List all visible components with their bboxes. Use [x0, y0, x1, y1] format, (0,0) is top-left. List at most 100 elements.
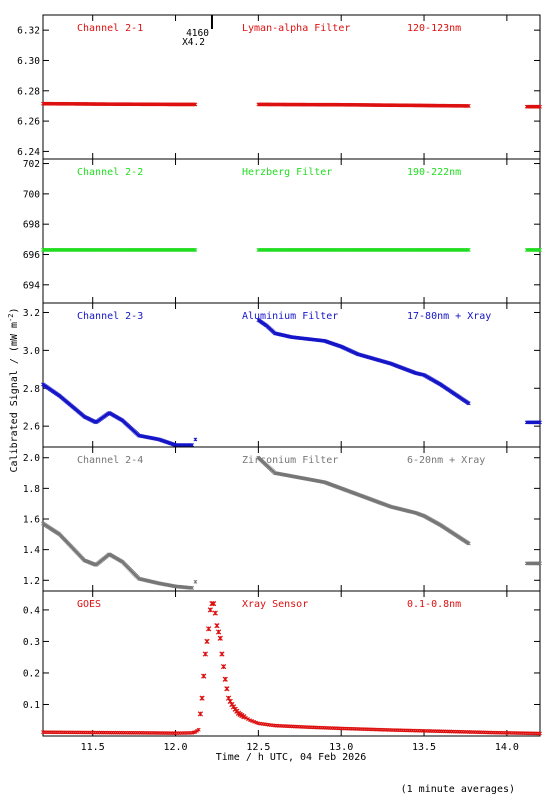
data-series — [41, 248, 198, 252]
data-series — [256, 102, 471, 108]
data-point — [222, 676, 228, 682]
data-point — [466, 401, 471, 406]
flare-class-label: X4.2 — [182, 37, 205, 48]
panel-2: 694 696 698 700 702 Channel 2-2 Herzberg Filte… — [23, 158, 542, 304]
data-point — [252, 719, 257, 724]
data-point — [466, 541, 471, 546]
panel-1: 6.24 6.26 6.28 6.30 6.32 Channel 2-1 Lyman-alp… — [17, 14, 542, 160]
y-tick-label: 6.28 — [17, 86, 40, 97]
data-point — [466, 104, 471, 108]
y-tick-label: 1.8 — [23, 484, 40, 495]
x-tick-label: 13.0 — [329, 742, 353, 753]
data-series — [41, 521, 195, 590]
y-axis-label-sup: -2 — [7, 314, 15, 322]
data-point — [538, 731, 542, 736]
panel-frame — [42, 14, 541, 160]
data-point — [190, 586, 195, 590]
y-tick-label: 1.6 — [23, 515, 40, 526]
data-series — [256, 318, 471, 406]
y-tick-label: 6.24 — [17, 147, 40, 158]
data-series — [41, 382, 195, 448]
y-tick-label: 2.8 — [23, 384, 40, 395]
panels-group: 6.24 6.26 6.28 6.30 6.32 Channel 2-1 Lyman-alp… — [17, 14, 542, 753]
data-point — [244, 715, 248, 720]
panel-5: 0.1 0.2 0.3 0.4 11.5 12.0 12.5 13.0 13.5 14.0 GOES… — [23, 590, 542, 753]
data-series — [256, 455, 471, 546]
panel-band-label: 120-123nm — [407, 23, 461, 34]
panel-frame — [42, 158, 541, 304]
data-point — [201, 673, 207, 679]
data-series — [256, 248, 471, 252]
data-series — [524, 420, 542, 425]
data-point — [202, 651, 208, 657]
flare-id-label: 4160 — [186, 28, 209, 39]
data-series — [41, 101, 198, 107]
panel-filter-label: Xray Sensor — [242, 599, 308, 610]
panel-4: 1.2 1.4 1.6 1.8 2.0 Channel 2-4 Zirconium Filt… — [23, 446, 542, 592]
panel-band-label: 0.1-0.8nm — [407, 599, 461, 610]
y-tick-label: 3.2 — [23, 308, 40, 319]
panel-frame — [42, 590, 541, 737]
panel-band-label: 17-80nm + Xray — [407, 311, 491, 322]
panel-filter-label: Herzberg Filter — [242, 167, 332, 178]
y-tick-label: 2.0 — [23, 453, 40, 464]
data-point — [220, 664, 227, 670]
data-point — [466, 248, 471, 252]
panel-channel-label: GOES — [77, 599, 101, 610]
data-point — [250, 719, 255, 723]
y-tick-label: 6.32 — [17, 26, 40, 37]
data-point — [538, 561, 542, 566]
data-series — [524, 248, 542, 252]
y-axis-label-main: Calibrated Signal / (mW m — [9, 322, 20, 473]
panel-frame — [42, 446, 541, 592]
y-tick-label: 0.2 — [23, 668, 40, 679]
data-point — [193, 437, 198, 442]
data-point — [199, 695, 205, 701]
panel-channel-label: Channel 2-1 — [77, 23, 143, 34]
data-point — [193, 102, 198, 107]
data-point — [196, 727, 201, 732]
y-tick-label: 1.4 — [23, 545, 40, 556]
y-tick-label: 694 — [23, 280, 40, 291]
data-point — [219, 651, 225, 657]
y-tick-label: 698 — [23, 220, 40, 231]
y-tick-label: 6.26 — [17, 117, 40, 128]
data-series — [193, 579, 198, 584]
y-axis-label: Calibrated Signal / (mW m-2) — [7, 308, 20, 473]
x-tick-label: 14.0 — [495, 742, 519, 753]
data-series — [524, 104, 542, 109]
y-tick-label: 6.30 — [17, 56, 40, 67]
y-tick-label: 700 — [23, 189, 40, 200]
data-point — [538, 248, 542, 252]
panel-channel-label: Channel 2-3 — [77, 311, 143, 322]
y-tick-label: 0.3 — [23, 637, 40, 648]
panel-frame — [42, 302, 541, 448]
data-point — [254, 720, 259, 725]
x-tick-label: 12.0 — [163, 742, 187, 753]
panel-channel-label: Channel 2-2 — [77, 167, 143, 178]
data-point — [224, 686, 230, 692]
data-series — [193, 437, 198, 442]
data-point — [538, 420, 542, 425]
footnote: (1 minute averages) — [401, 784, 515, 795]
data-point — [190, 443, 195, 448]
x-tick-label: 12.5 — [246, 742, 270, 753]
data-point — [193, 248, 198, 252]
data-point — [207, 607, 213, 613]
panel-filter-label: Zirconium Filter — [242, 455, 338, 466]
panel-filter-label: Lyman-alpha Filter — [242, 23, 350, 34]
y-axis-label-close: ) — [9, 308, 20, 314]
data-point — [214, 623, 220, 629]
data-point — [538, 104, 542, 109]
y-tick-label: 2.6 — [23, 422, 40, 433]
data-point — [212, 610, 218, 616]
data-series — [41, 600, 542, 736]
y-tick-label: 702 — [23, 159, 40, 170]
panel-band-label: 6-20nm + Xray — [407, 455, 485, 466]
data-point — [204, 638, 210, 645]
panel-3: 2.6 2.8 3.0 3.2 Channel 2-3 Aluminium Filter 1… — [23, 302, 542, 448]
y-tick-label: 0.4 — [23, 605, 40, 616]
data-point — [197, 711, 204, 717]
data-point — [215, 629, 222, 635]
